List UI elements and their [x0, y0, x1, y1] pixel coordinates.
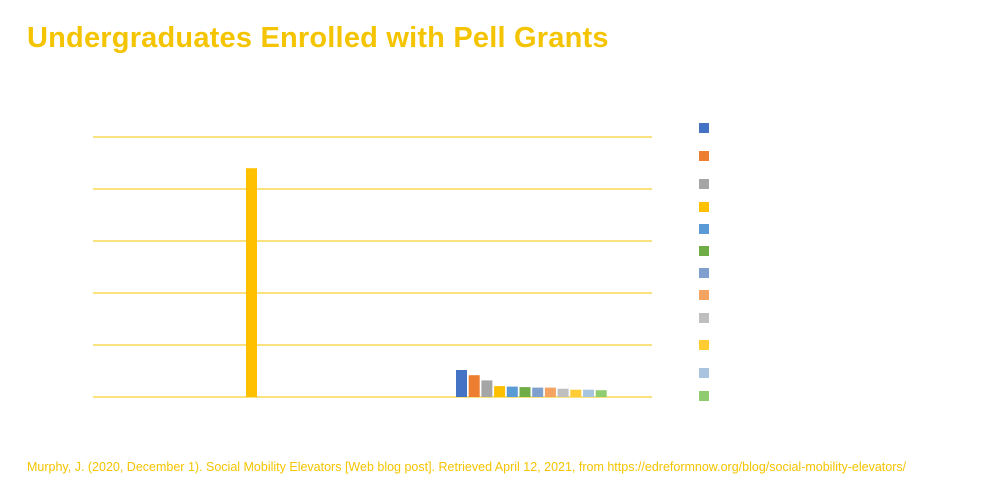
legend-swatch: [699, 391, 709, 401]
legend: [699, 123, 709, 401]
legend-swatch: [699, 246, 709, 256]
legend-swatch: [699, 179, 709, 189]
bar: [481, 380, 493, 397]
bar: [544, 387, 556, 397]
legend-swatch: [699, 202, 709, 212]
gridlines: [93, 136, 652, 398]
legend-swatch: [699, 268, 709, 278]
bar: [532, 387, 544, 397]
bar: [519, 387, 531, 397]
bar: [246, 168, 257, 397]
source-citation: Murphy, J. (2020, December 1). Social Mo…: [27, 460, 907, 474]
legend-swatch: [699, 151, 709, 161]
legend-swatch: [699, 340, 709, 350]
bar: [570, 389, 582, 397]
legend-swatch: [699, 290, 709, 300]
legend-swatch: [699, 368, 709, 378]
bars: [246, 168, 607, 397]
bar: [468, 375, 480, 397]
bar: [506, 386, 518, 397]
bar: [583, 389, 594, 397]
bar: [595, 390, 607, 397]
bar: [456, 370, 467, 397]
bar: [557, 388, 569, 397]
legend-swatch: [699, 123, 709, 133]
legend-swatch: [699, 313, 709, 323]
legend-swatch: [699, 224, 709, 234]
bar: [494, 386, 506, 397]
chart-title: Undergraduates Enrolled with Pell Grants: [27, 22, 609, 54]
